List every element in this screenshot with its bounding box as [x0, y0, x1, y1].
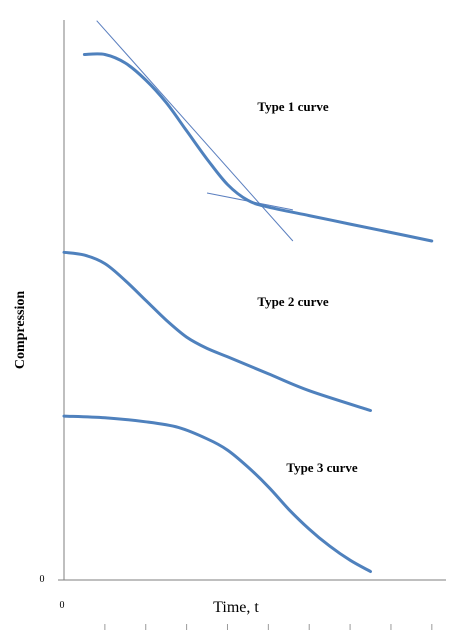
x-axis-ticks [104, 624, 433, 630]
curves [62, 52, 434, 573]
type1-curve [82, 52, 434, 243]
type3-curve [62, 414, 372, 573]
tangent-early-line [96, 20, 294, 242]
type-2-curve-label: Type 2 curve [257, 294, 328, 309]
tangent-lines [96, 20, 294, 242]
x-origin-label: 0 [60, 600, 65, 611]
x-axis-label: Time, t [213, 599, 259, 616]
y-origin-label: 0 [40, 574, 45, 585]
axes [58, 20, 446, 581]
y-axis-label: Compression [13, 291, 28, 370]
type-1-curve-label: Type 1 curve [257, 99, 328, 114]
type-3-curve-label: Type 3 curve [286, 460, 357, 475]
type2-curve [62, 250, 372, 412]
